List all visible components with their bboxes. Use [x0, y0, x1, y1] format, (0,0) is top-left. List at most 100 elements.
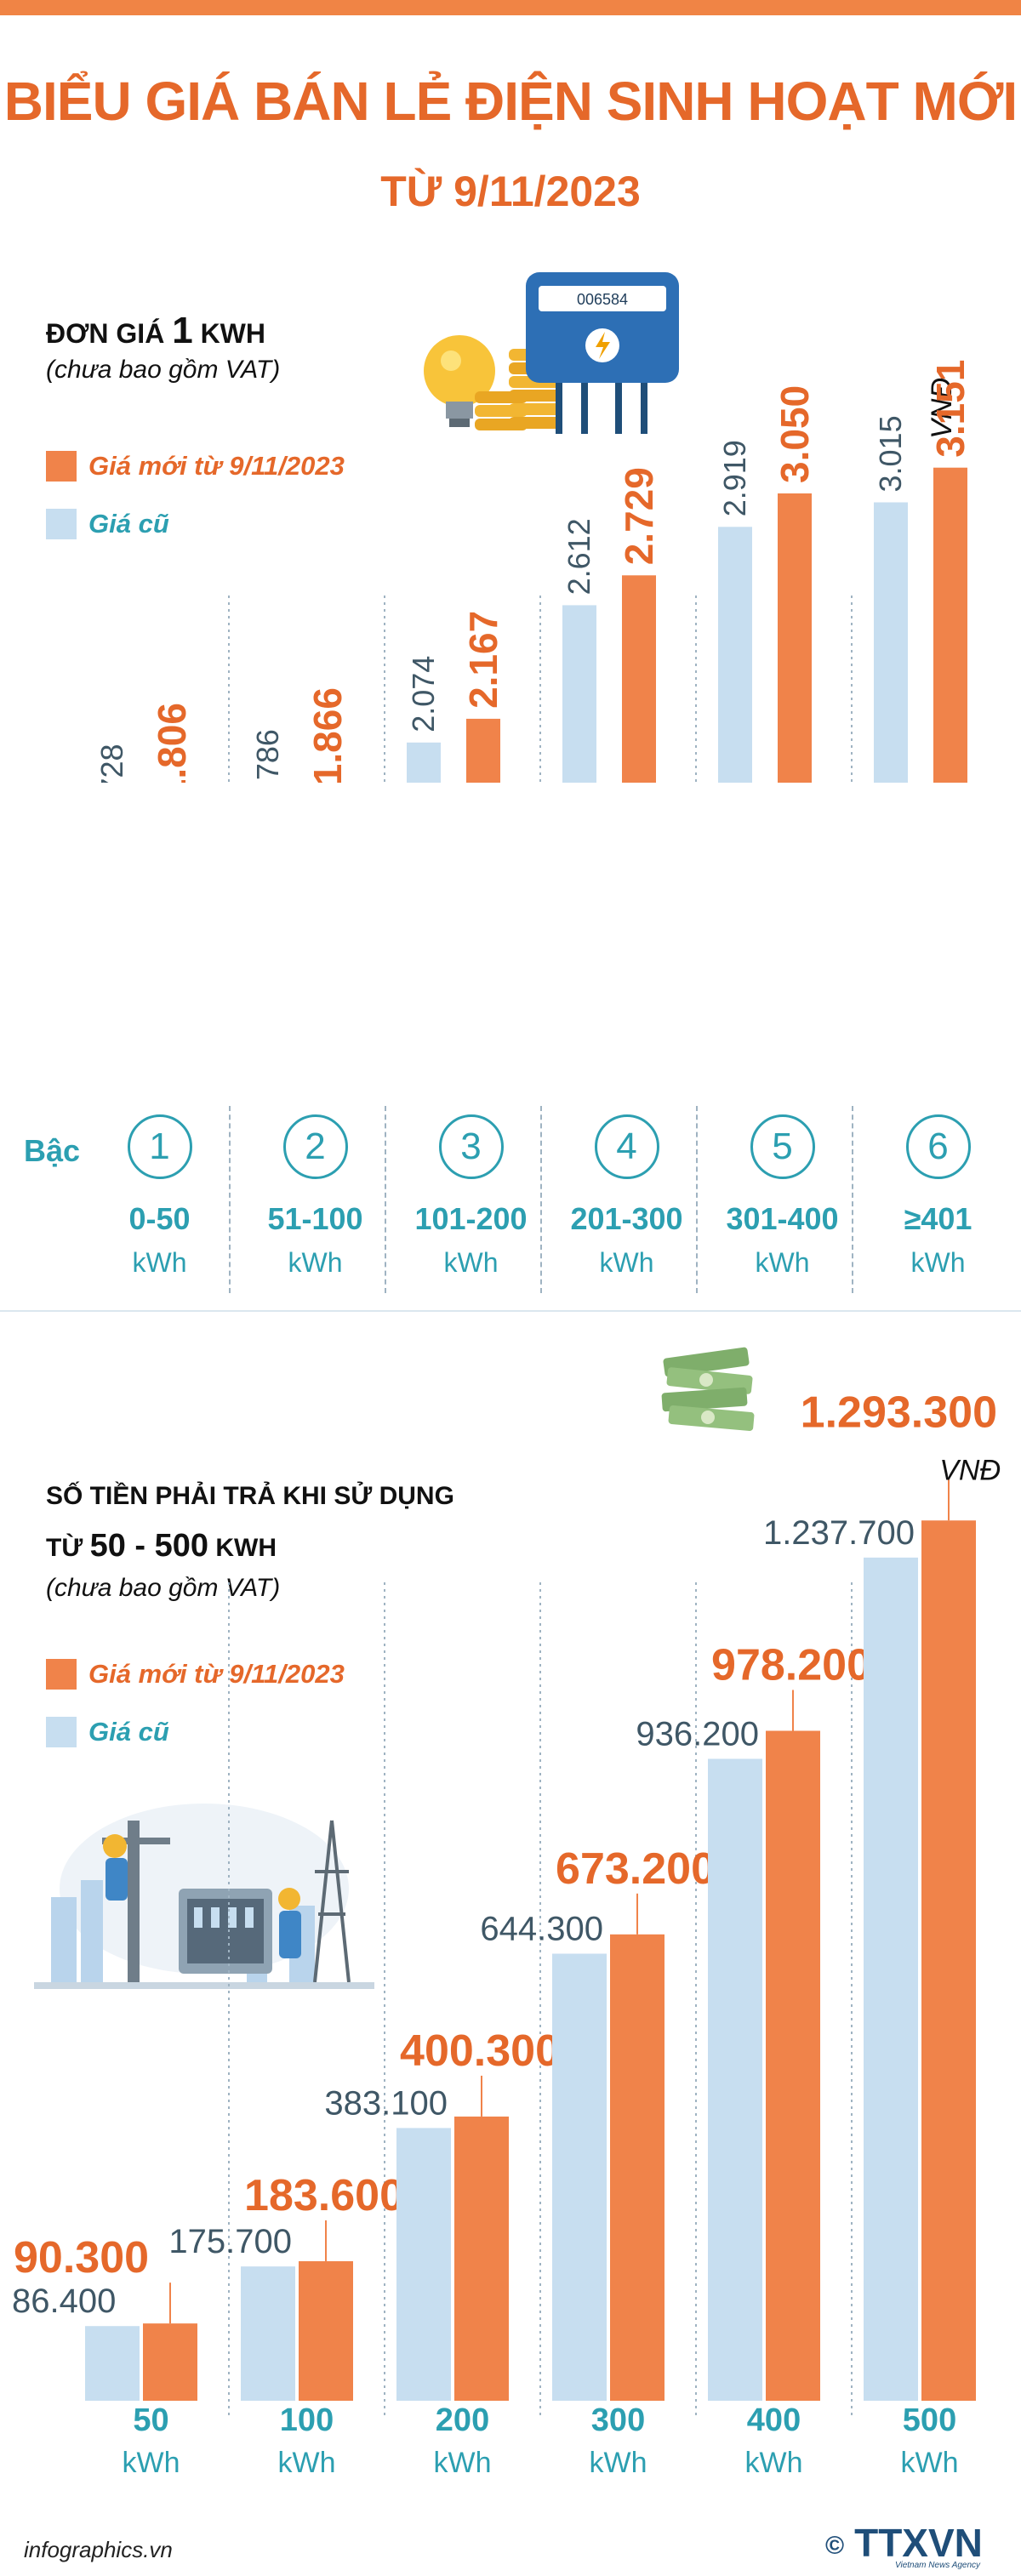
- tier-range: ≥401: [904, 1201, 973, 1236]
- usage-unit: kWh: [122, 2447, 180, 2479]
- old-price-label: 2.074: [406, 656, 441, 732]
- section1-heading: ĐƠN GIÁ 1 KWH: [46, 310, 265, 352]
- section1-heading-suffix: KWH: [200, 318, 265, 349]
- tier-number-circle: 1: [127, 1114, 192, 1179]
- tier-number-circle: 6: [905, 1114, 971, 1179]
- old-cost-label: 936.200: [636, 1715, 759, 1752]
- new-price-label: 2.729: [617, 467, 661, 565]
- new-price-label: 1.866: [305, 687, 350, 783]
- legend2-old-label: Giá cũ: [88, 1717, 169, 1747]
- usage-value: 200: [435, 2402, 490, 2438]
- usage-value: 500: [902, 2402, 957, 2438]
- usage-unit: kWh: [277, 2447, 336, 2479]
- legend2-new-label: Giá mới từ 9/11/2023: [88, 1659, 345, 1689]
- old-cost-bar: [241, 2266, 295, 2401]
- old-cost-label: 86.400: [12, 2282, 116, 2320]
- tier-unit: kWh: [910, 1247, 966, 1278]
- usage-unit: kWh: [744, 2447, 803, 2479]
- section1-heading-num: 1: [172, 310, 193, 351]
- new-price-bar: [778, 493, 812, 783]
- section2-heading-suffix: KWH: [215, 1534, 277, 1562]
- tier-label: Bậc: [24, 1133, 81, 1168]
- new-cost-bar: [766, 1730, 820, 2401]
- unit-label: VNĐ: [926, 378, 958, 439]
- meter-digits: 006584: [577, 291, 628, 308]
- new-cost-label: 1.293.300: [801, 1388, 997, 1437]
- tier-separator-lower: [852, 1106, 853, 1293]
- new-cost-bar: [454, 2116, 509, 2401]
- tier-unit: kWh: [132, 1247, 187, 1278]
- electrician-scene-icon: [34, 1804, 374, 1989]
- new-price-label: 3.050: [773, 385, 817, 483]
- tier-range: 51-100: [267, 1201, 363, 1236]
- tier-number-circle: 4: [594, 1114, 659, 1179]
- new-cost-bar: [921, 1520, 976, 2401]
- new-price-label: 1.806: [150, 703, 194, 783]
- old-price-bar: [874, 502, 908, 783]
- new-cost-label: 183.600: [244, 2171, 404, 2220]
- new-cost-label: 673.200: [556, 1844, 716, 1894]
- tier-separator-lower: [229, 1106, 231, 1293]
- old-cost-label: 383.100: [324, 2084, 448, 2122]
- tier-unit: kWh: [599, 1247, 654, 1278]
- new-cost-label: 400.300: [400, 2026, 560, 2076]
- new-cost-bar: [143, 2323, 197, 2401]
- usage-categories: 50 kWh 100 kWh 200 kWh 300 kWh 400 kWh 500 kWh: [0, 2399, 1021, 2501]
- old-cost-label: 175.700: [168, 2223, 292, 2260]
- legend2-old-swatch: [46, 1717, 77, 1747]
- section1-heading-prefix: ĐƠN GIÁ: [46, 318, 165, 349]
- legend-new-label: Giá mới từ 9/11/2023: [88, 451, 345, 481]
- old-cost-bar: [864, 1557, 918, 2401]
- agency-name: TTXVN: [854, 2521, 983, 2565]
- old-cost-bar: [552, 1953, 607, 2401]
- tier-separator-lower: [540, 1106, 542, 1293]
- section2-heading-line1: SỐ TIỀN PHẢI TRẢ KHI SỬ DỤNG: [46, 1482, 454, 1510]
- section2-note: (chưa bao gồm VAT): [46, 1574, 281, 1602]
- legend-old-label: Giá cũ: [88, 509, 169, 539]
- tier-range: 0-50: [128, 1201, 191, 1236]
- tier-separator-lower: [385, 1106, 386, 1293]
- tier-unit: kWh: [443, 1247, 499, 1278]
- legend2-new-swatch: [46, 1659, 77, 1690]
- usage-value: 300: [590, 2402, 646, 2438]
- old-cost-bar: [396, 2128, 451, 2401]
- old-price-label: 1.728: [94, 744, 129, 783]
- tier-number-circle: 3: [438, 1114, 504, 1179]
- light-bulb-icon: [424, 335, 495, 427]
- usage-unit: kWh: [900, 2447, 959, 2479]
- page-subtitle: TỪ 9/11/2023: [380, 168, 641, 215]
- new-price-label: 3.151: [928, 360, 973, 458]
- old-price-bar: [718, 527, 752, 783]
- tier-unit: kWh: [288, 1247, 343, 1278]
- old-price-label: 2.612: [562, 518, 596, 595]
- agency-sub: Vietnam News Agency: [895, 2561, 981, 2570]
- electric-meter-icon: 006584: [526, 272, 679, 434]
- page-title: BIỂU GIÁ BÁN LẺ ĐIỆN SINH HOẠT MỚI: [3, 71, 1018, 132]
- tier-categories: 1 0-50 kWh 2 51-100 kWh 3 101-200 kWh 4 201-300 kWh…: [0, 1106, 1021, 1302]
- usage-value: 100: [279, 2402, 334, 2438]
- old-price-label: 3.015: [873, 415, 908, 492]
- old-price-bar: [407, 742, 441, 783]
- tier-unit: kWh: [755, 1247, 810, 1278]
- old-cost-bar: [85, 2326, 140, 2401]
- old-price-bar: [562, 605, 596, 783]
- usage-value: 50: [133, 2402, 169, 2438]
- usage-unit: kWh: [433, 2447, 492, 2479]
- section2-heading-line2: TỪ 50 - 500 KWH: [46, 1528, 277, 1564]
- old-price-label: 1.786: [250, 729, 285, 783]
- new-price-label: 2.167: [461, 611, 505, 709]
- cost-unit-label: VNĐ: [939, 1454, 1001, 1486]
- old-price-label: 2.919: [717, 440, 752, 516]
- usage-unit: kWh: [589, 2447, 647, 2479]
- old-cost-label: 1.237.700: [763, 1514, 915, 1552]
- new-cost-label: 978.200: [711, 1640, 871, 1690]
- new-price-bar: [622, 575, 656, 783]
- tier-number-circle: 5: [750, 1114, 815, 1179]
- legend-old-swatch: [46, 509, 77, 539]
- money-stack-icon: [661, 1347, 755, 1431]
- mid-accent-strip: [0, 1310, 1021, 1312]
- agency-logo: © TTXVN: [825, 2520, 983, 2566]
- meter-illustration: 006584: [424, 272, 679, 434]
- old-cost-label: 644.300: [480, 1910, 603, 1947]
